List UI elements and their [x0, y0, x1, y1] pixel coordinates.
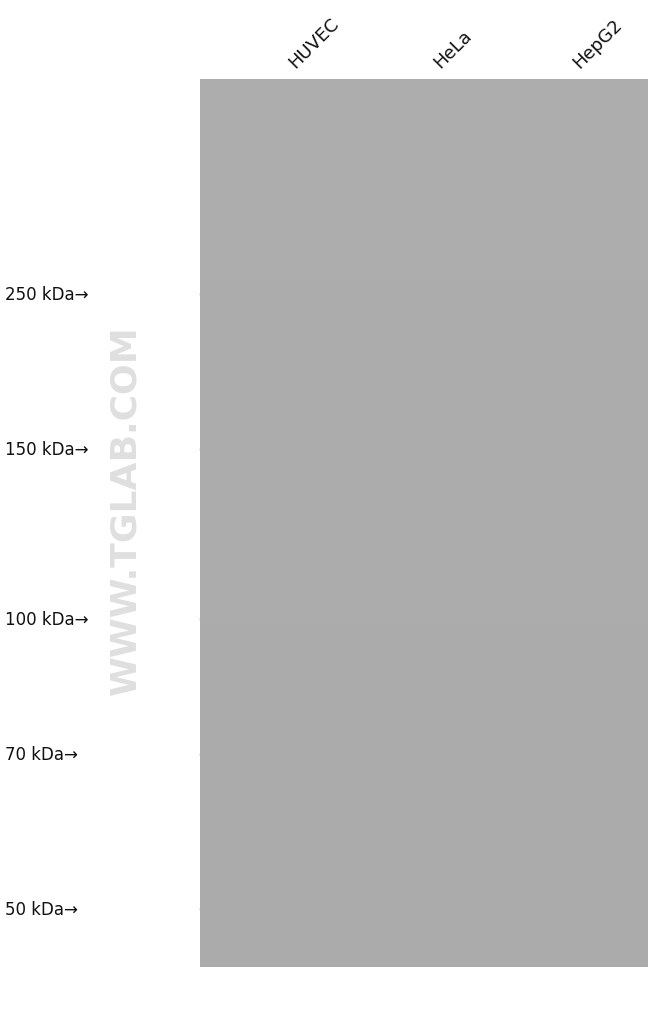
- Ellipse shape: [517, 551, 619, 560]
- Ellipse shape: [384, 551, 476, 560]
- Text: HepG2: HepG2: [570, 16, 626, 72]
- Ellipse shape: [233, 527, 348, 562]
- Text: 250 kDa→: 250 kDa→: [5, 286, 88, 303]
- Text: HUVEC: HUVEC: [285, 15, 342, 72]
- Ellipse shape: [513, 537, 623, 562]
- Text: WWW.TGLAB.COM: WWW.TGLAB.COM: [108, 325, 142, 695]
- Bar: [200, 80, 648, 968]
- Ellipse shape: [237, 547, 343, 559]
- Text: 50 kDa→: 50 kDa→: [5, 900, 78, 918]
- Ellipse shape: [380, 537, 480, 562]
- Text: 70 kDa→: 70 kDa→: [5, 745, 78, 763]
- Text: 100 kDa→: 100 kDa→: [5, 611, 88, 629]
- Text: 150 kDa→: 150 kDa→: [5, 441, 88, 459]
- Text: HeLa: HeLa: [430, 27, 475, 72]
